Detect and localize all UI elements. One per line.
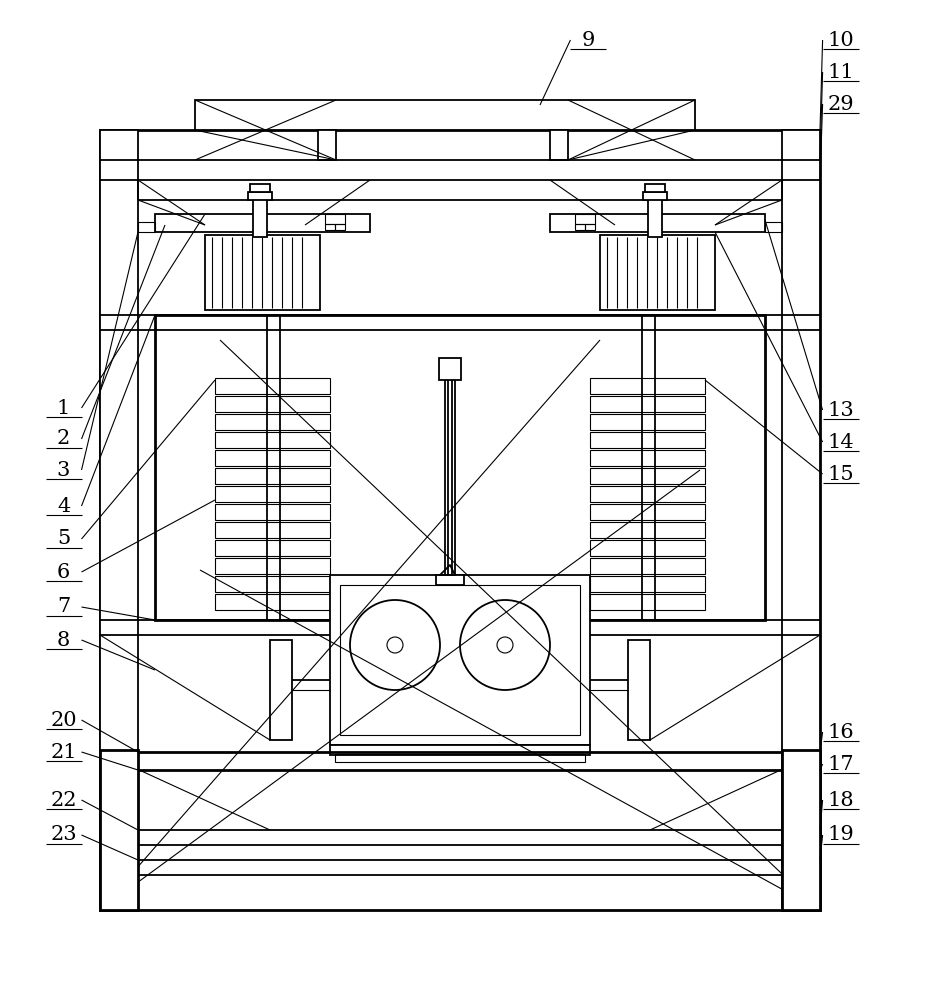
Bar <box>600 235 715 310</box>
Bar <box>340 585 580 735</box>
Bar <box>325 224 335 230</box>
Bar <box>590 576 705 592</box>
Bar <box>325 214 345 224</box>
Text: 17: 17 <box>828 754 854 774</box>
Bar <box>195 100 695 130</box>
Bar <box>335 224 345 230</box>
Bar <box>318 130 336 160</box>
Bar <box>215 468 330 484</box>
Text: 18: 18 <box>828 790 854 810</box>
Text: 23: 23 <box>50 826 77 844</box>
Bar <box>590 594 705 610</box>
Bar <box>550 130 568 160</box>
Bar <box>330 745 590 755</box>
Bar <box>590 468 705 484</box>
Text: 6: 6 <box>57 562 70 582</box>
Bar <box>585 224 595 230</box>
Bar <box>590 432 705 448</box>
Text: 3: 3 <box>57 460 70 480</box>
Bar <box>590 522 705 538</box>
Bar <box>253 197 267 237</box>
Bar <box>215 576 330 592</box>
Bar <box>215 594 330 610</box>
Bar <box>215 414 330 430</box>
Text: 22: 22 <box>50 790 77 810</box>
Text: 11: 11 <box>828 62 854 82</box>
Text: 19: 19 <box>828 826 854 844</box>
Bar <box>248 192 272 200</box>
Bar <box>590 414 705 430</box>
Bar <box>436 575 464 585</box>
Text: 14: 14 <box>828 432 854 452</box>
Bar <box>645 184 665 192</box>
Bar <box>590 378 705 394</box>
Text: 10: 10 <box>828 30 854 49</box>
Bar <box>590 450 705 466</box>
Text: 2: 2 <box>57 430 70 448</box>
Bar <box>782 750 820 910</box>
Bar <box>250 184 270 192</box>
Text: 16: 16 <box>828 722 854 742</box>
Bar <box>575 224 585 230</box>
Text: 29: 29 <box>828 95 854 113</box>
Bar <box>205 235 320 310</box>
Bar <box>335 754 585 762</box>
Bar <box>215 450 330 466</box>
Bar <box>138 222 155 232</box>
Bar <box>215 540 330 556</box>
Bar <box>155 214 370 232</box>
Text: 8: 8 <box>57 631 70 650</box>
Text: 4: 4 <box>57 496 70 516</box>
Bar <box>575 214 595 224</box>
Bar <box>155 315 765 620</box>
Bar <box>100 750 138 910</box>
Text: 13: 13 <box>828 400 854 420</box>
Bar <box>550 214 765 232</box>
Bar <box>215 522 330 538</box>
Bar <box>590 504 705 520</box>
Text: 20: 20 <box>50 710 77 730</box>
Bar <box>590 558 705 574</box>
Text: 15: 15 <box>828 464 854 484</box>
Bar <box>590 396 705 412</box>
Bar <box>330 575 590 745</box>
Bar <box>215 504 330 520</box>
Bar <box>270 640 292 740</box>
Text: 5: 5 <box>57 530 70 548</box>
Text: 9: 9 <box>582 30 595 49</box>
Bar <box>215 396 330 412</box>
Text: 21: 21 <box>50 742 77 762</box>
Bar <box>215 378 330 394</box>
Bar <box>439 358 461 380</box>
Bar <box>100 130 138 910</box>
Bar <box>782 130 820 910</box>
Bar <box>590 540 705 556</box>
Bar <box>590 486 705 502</box>
Bar <box>215 558 330 574</box>
Bar <box>215 486 330 502</box>
Bar <box>628 640 650 740</box>
Bar <box>643 192 667 200</box>
Bar <box>100 130 820 910</box>
Bar <box>215 432 330 448</box>
Text: 1: 1 <box>57 398 70 418</box>
Text: 7: 7 <box>57 597 70 616</box>
Bar <box>765 222 782 232</box>
Bar <box>648 197 662 237</box>
